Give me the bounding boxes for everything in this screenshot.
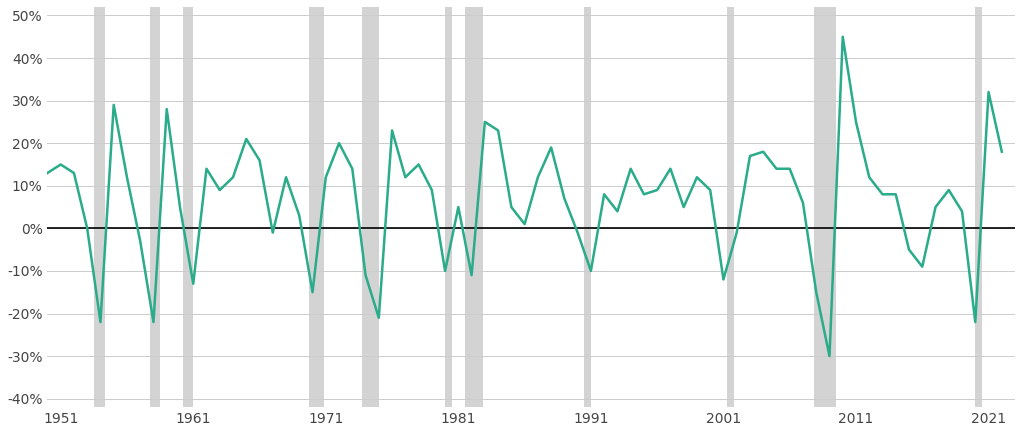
- Bar: [446, 7, 452, 407]
- Bar: [183, 7, 193, 407]
- Bar: [362, 7, 379, 407]
- Bar: [585, 7, 591, 407]
- Bar: [975, 7, 982, 407]
- Bar: [465, 7, 482, 407]
- Bar: [727, 7, 735, 407]
- Bar: [94, 7, 105, 407]
- Bar: [310, 7, 324, 407]
- Bar: [150, 7, 160, 407]
- Bar: [814, 7, 836, 407]
